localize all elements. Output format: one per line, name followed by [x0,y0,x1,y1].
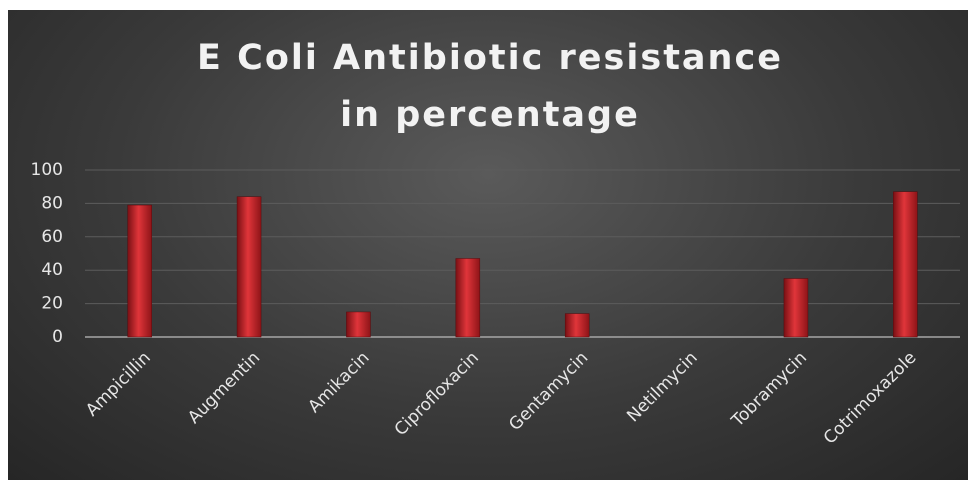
bar [455,258,481,338]
bar [236,196,262,338]
y-tick-label: 60 [41,227,63,247]
x-tick-label: Netilmycin [623,348,701,426]
x-tick-label: Cotrimoxazole [820,348,920,448]
bar [893,191,918,338]
x-tick-label: Tobramycin [727,348,811,432]
bar [783,278,809,338]
x-tick-label: Ampicillin [82,348,155,421]
y-tick-label: 100 [31,160,63,180]
y-tick-label: 80 [41,193,63,213]
bar [564,313,590,338]
x-tick-label: Augmentin [184,348,264,428]
bar [346,311,371,338]
bar [127,204,152,338]
chart-background [8,10,968,480]
y-tick-label: 40 [41,260,63,280]
y-tick-label: 20 [41,294,63,314]
x-tick-label: Gentamycin [505,348,592,435]
x-tick-label: Amikacin [304,348,373,417]
x-tick-label: Ciprofloxacin [391,348,483,440]
y-tick-label: 0 [52,327,63,347]
chart-title: E Coli Antibiotic resistance in percenta… [197,38,783,135]
